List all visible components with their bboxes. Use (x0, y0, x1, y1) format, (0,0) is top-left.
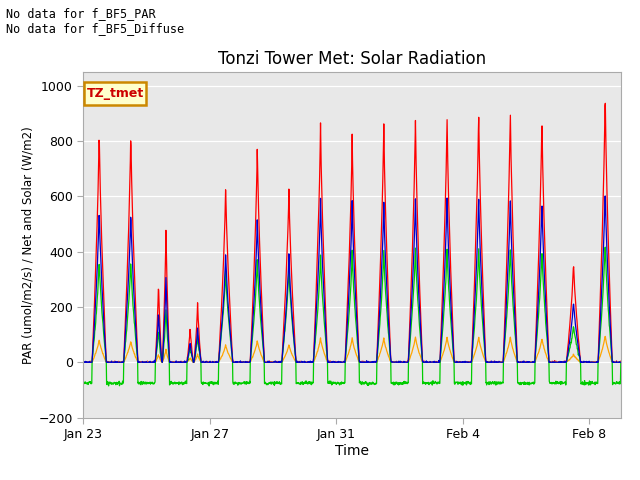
Net (369, 381, 376, 387)
Net (499, 380, 507, 385)
Pyranometer (214, 360, 221, 365)
Line: Incoming PAR: Incoming PAR (83, 103, 621, 362)
Text: No data for f_BF5_PAR: No data for f_BF5_PAR (6, 7, 156, 20)
Reflected PAR (168, 360, 175, 365)
Pyranometer (499, 360, 506, 365)
Reflected PAR (602, 334, 609, 339)
Net (168, 380, 175, 386)
Reflected PAR (198, 360, 206, 365)
Y-axis label: PAR (umol/m2/s) / Net and Solar (W/m2): PAR (umol/m2/s) / Net and Solar (W/m2) (21, 126, 35, 364)
Net (79, 382, 87, 387)
Net (617, 360, 625, 366)
Net (94, 284, 102, 289)
Incoming PAR (602, 100, 609, 106)
Reflected PAR (79, 360, 87, 365)
Incoming PAR (369, 359, 376, 364)
Incoming PAR (79, 359, 87, 364)
Reflected PAR (368, 360, 376, 365)
Line: Net: Net (83, 247, 621, 386)
Incoming PAR (168, 359, 176, 365)
Incoming PAR (199, 360, 207, 365)
Net (214, 380, 222, 386)
Reflected PAR (499, 360, 506, 365)
Pyranometer (79, 360, 87, 365)
Text: No data for f_BF5_Diffuse: No data for f_BF5_Diffuse (6, 22, 184, 35)
Legend: Incoming PAR, Reflected PAR, Net, Pyranometer: Incoming PAR, Reflected PAR, Net, Pyrano… (144, 479, 560, 480)
Pyranometer (94, 245, 102, 251)
Pyranometer (617, 360, 625, 365)
Net (602, 244, 609, 250)
Pyranometer (368, 359, 376, 365)
X-axis label: Time: Time (335, 444, 369, 458)
Incoming PAR (80, 360, 88, 365)
Pyranometer (168, 360, 175, 365)
Incoming PAR (617, 360, 625, 365)
Incoming PAR (214, 360, 222, 365)
Incoming PAR (499, 360, 507, 365)
Net (205, 383, 213, 389)
Title: Tonzi Tower Met: Solar Radiation: Tonzi Tower Met: Solar Radiation (218, 49, 486, 68)
Incoming PAR (95, 173, 102, 179)
Reflected PAR (617, 360, 625, 365)
Text: TZ_tmet: TZ_tmet (86, 86, 144, 100)
Pyranometer (198, 360, 206, 365)
Pyranometer (602, 193, 609, 199)
Line: Reflected PAR: Reflected PAR (83, 336, 621, 362)
Line: Pyranometer: Pyranometer (83, 196, 621, 362)
Net (198, 380, 206, 386)
Reflected PAR (94, 343, 102, 348)
Reflected PAR (214, 359, 221, 365)
